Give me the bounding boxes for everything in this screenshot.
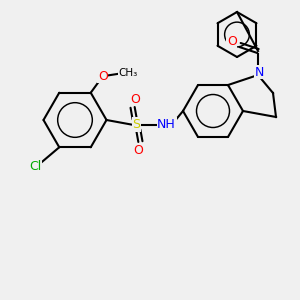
Text: N: N (255, 65, 264, 79)
Text: O: O (133, 143, 143, 157)
Text: O: O (130, 92, 140, 106)
Text: CH₃: CH₃ (118, 68, 138, 78)
Text: O: O (227, 35, 237, 49)
Text: O: O (98, 70, 108, 83)
Text: NH: NH (157, 118, 176, 131)
Text: S: S (133, 118, 140, 131)
Text: Cl: Cl (29, 160, 41, 173)
